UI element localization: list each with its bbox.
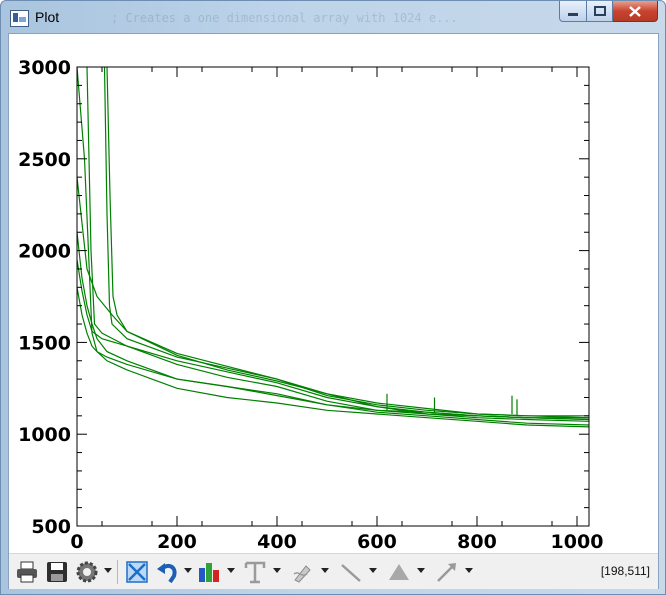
y-tick-label: 500 [31, 516, 71, 538]
chart-type-dropdown-arrow[interactable] [227, 568, 235, 573]
arrow-annotation-dropdown-arrow[interactable] [465, 568, 473, 573]
close-icon [629, 5, 641, 17]
series-line-3 [77, 67, 589, 422]
pen-annotation-button[interactable] [291, 560, 315, 584]
pen-annotation-dropdown-arrow[interactable] [321, 568, 329, 573]
fit-to-window-button[interactable] [125, 560, 149, 584]
undo-icon [157, 563, 177, 584]
save-icon [47, 562, 67, 582]
caption-buttons [559, 1, 658, 22]
y-tick-label: 1000 [18, 424, 71, 446]
minimize-button[interactable] [559, 1, 587, 22]
y-tick-label: 2500 [18, 149, 71, 171]
x-tick-label: 200 [157, 531, 197, 553]
title-bar[interactable]: Plot ; Creates a one dimensional array w… [1, 1, 665, 33]
plot-toolbar: [198,511] [9, 553, 658, 589]
fit-to-window-icon [126, 561, 148, 583]
minimize-icon [568, 13, 578, 16]
series-line-5 [103, 67, 589, 419]
text-annotation-dropdown-arrow[interactable] [273, 568, 281, 573]
x-tick-label: 600 [357, 531, 397, 553]
y-tick-label: 3000 [18, 57, 71, 79]
maximize-button[interactable] [587, 1, 613, 22]
toolbar-separator [117, 560, 118, 584]
gear-icon [76, 561, 98, 583]
y-tick-label: 1500 [18, 332, 71, 354]
plot-frame [76, 66, 590, 527]
settings-dropdown-arrow[interactable] [104, 568, 112, 573]
x-tick-label: 400 [257, 531, 297, 553]
settings-button[interactable] [75, 560, 99, 584]
window-title: Plot [35, 9, 60, 25]
plot-area[interactable]: 0 200 400 600 800 1000 500 1000 1500 2000 2500 3000 [8, 33, 659, 589]
x-tick-label: 800 [457, 531, 497, 553]
polygon-annotation-button[interactable] [387, 560, 411, 584]
series-line-1 [77, 287, 589, 428]
series-line-6 [106, 67, 589, 417]
app-icon [10, 10, 29, 27]
maximize-icon [593, 6, 606, 16]
print-button[interactable] [15, 560, 39, 584]
close-button[interactable] [613, 1, 658, 22]
polygon-annotation-icon [389, 564, 409, 580]
print-icon [17, 561, 37, 583]
y-tick-label: 2000 [18, 241, 71, 263]
x-tick-label: 0 [70, 531, 83, 553]
save-button[interactable] [45, 560, 69, 584]
line-annotation-icon [341, 564, 361, 582]
line-chart[interactable]: 0 200 400 600 800 1000 500 1000 1500 2000 2500 3000 [9, 34, 658, 553]
series-line-7 [77, 177, 589, 419]
polygon-annotation-dropdown-arrow[interactable] [417, 568, 425, 573]
arrow-annotation-icon [437, 563, 456, 582]
pen-annotation-icon [293, 565, 311, 583]
line-annotation-button[interactable] [339, 560, 363, 584]
undo-dropdown-arrow[interactable] [184, 568, 192, 573]
undo-button[interactable] [155, 560, 179, 584]
series-line-4 [86, 67, 589, 421]
x-tick-label: 1000 [551, 531, 604, 553]
bar-chart-icon [199, 563, 219, 582]
arrow-annotation-button[interactable] [435, 560, 459, 584]
text-annotation-icon [244, 561, 266, 584]
text-annotation-button[interactable] [243, 560, 267, 584]
series-line-8 [77, 259, 589, 421]
background-code-text: ; Creates a one dimensional array with 1… [111, 11, 458, 25]
series-group [77, 67, 589, 428]
line-annotation-dropdown-arrow[interactable] [369, 568, 377, 573]
cursor-coordinate-readout: [198,511] [600, 564, 650, 578]
chart-type-button[interactable] [197, 560, 221, 584]
